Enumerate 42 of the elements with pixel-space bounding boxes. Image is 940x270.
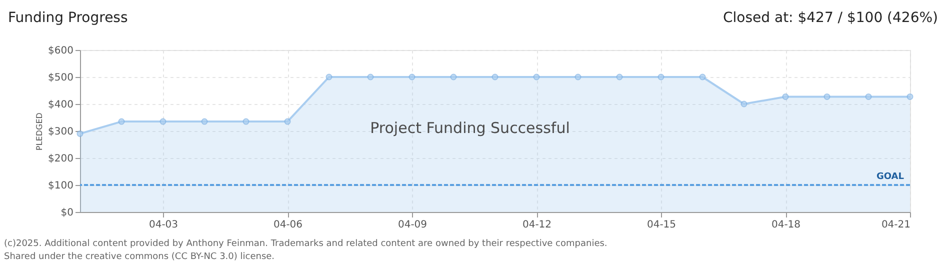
point — [533, 74, 540, 80]
text: (c)2025. Additional content provided by Anthony Feinman. Trademarks and related content are owned by their respective companies. — [4, 239, 608, 249]
annotation: Project Funding Successful — [370, 119, 570, 137]
point — [367, 74, 374, 80]
text: Closed at: $427 / $100 (426%) — [723, 10, 938, 26]
text: Shared under the creative commons (CC BY-NC 3.0) license. — [4, 252, 275, 262]
point — [76, 130, 84, 137]
y-tick-label: $200 — [48, 154, 74, 164]
point — [160, 118, 166, 125]
chart-title: Funding Progress — [8, 10, 128, 26]
point — [284, 118, 291, 125]
x-tick-label: 04-09 — [398, 220, 428, 230]
x-tick-label: 04-21 — [881, 220, 910, 230]
y-tick-label: $400 — [48, 100, 74, 110]
point — [699, 74, 706, 80]
x-tick-label: 04-15 — [646, 220, 676, 230]
point — [740, 100, 748, 108]
ref-line-label: GOAL — [876, 172, 904, 182]
point — [906, 93, 914, 100]
point — [658, 74, 664, 80]
y-tick-label: $500 — [48, 72, 74, 84]
point — [242, 118, 250, 125]
point — [492, 74, 498, 80]
x-tick-label: 04-12 — [522, 220, 552, 230]
point — [450, 74, 457, 80]
point — [616, 74, 623, 80]
x-tick-label: 04-06 — [273, 220, 303, 230]
point — [574, 74, 582, 80]
y-tick-label: $300 — [48, 126, 74, 138]
x-tick-label: 04-18 — [771, 220, 801, 230]
point — [824, 93, 830, 100]
point — [118, 118, 125, 125]
point — [326, 74, 332, 80]
x-tick-label: 04-03 — [148, 220, 178, 230]
point — [408, 74, 416, 80]
point — [782, 93, 789, 100]
point — [865, 93, 872, 100]
y-tick-label: $0 — [60, 208, 74, 218]
y-tick-label: $600 — [48, 46, 74, 56]
y-axis-title: PLEDGED — [35, 112, 44, 150]
point — [201, 118, 208, 125]
y-tick-label: $100 — [48, 180, 74, 192]
